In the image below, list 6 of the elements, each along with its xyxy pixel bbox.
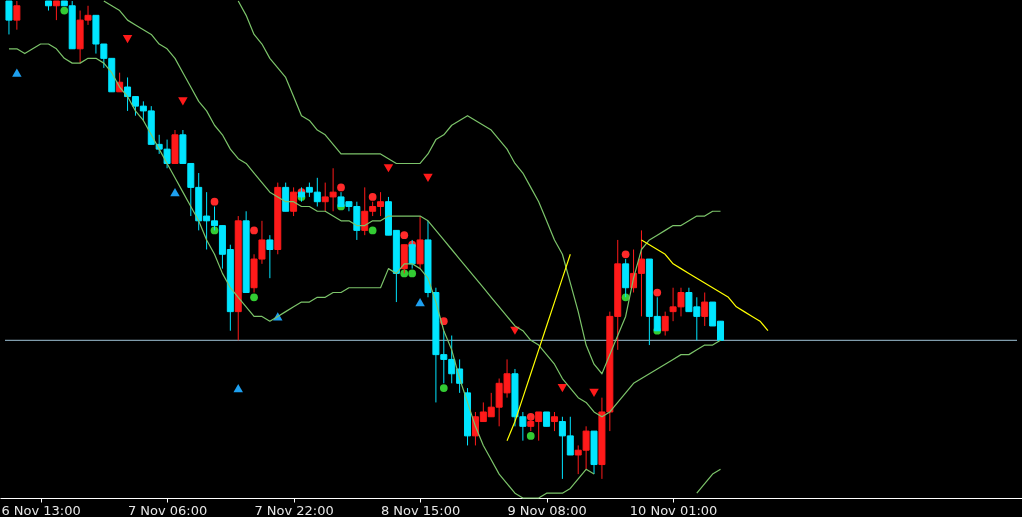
- x-tick-label: 10 Nov 01:00: [629, 502, 718, 517]
- x-tick-label: 8 Nov 15:00: [380, 502, 461, 517]
- x-tick-label: 6 Nov 13:00: [1, 502, 81, 517]
- x-tick-label: 9 Nov 08:00: [507, 502, 587, 517]
- x-tick-label: 7 Nov 06:00: [127, 502, 208, 517]
- x-tick-label: 7 Nov 22:00: [254, 502, 334, 517]
